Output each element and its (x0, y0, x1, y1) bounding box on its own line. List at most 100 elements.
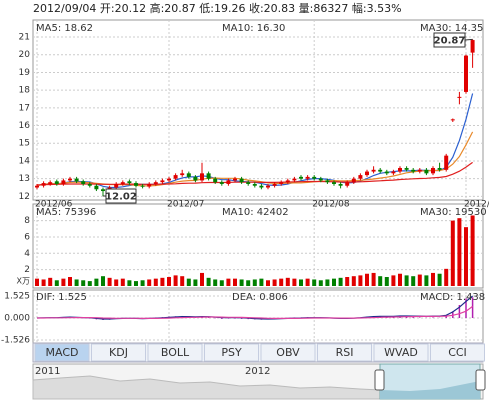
tab[interactable]: KDJ (91, 343, 146, 362)
candle-body (371, 169, 376, 172)
ma-line (37, 305, 473, 319)
callout-label: 20.87 (434, 36, 466, 47)
candle-body (391, 171, 396, 174)
candle-body (345, 182, 350, 186)
candle-body (61, 180, 66, 184)
navigator-handle[interactable] (475, 369, 486, 391)
y-tick-label: 19 (19, 68, 31, 78)
candle-body (457, 96, 462, 98)
legend-label: MA30: 14.35 (420, 23, 483, 34)
x-tick-label: 2012/06 (35, 200, 73, 210)
y-tick-label: 20 (19, 50, 31, 60)
candle-body (87, 183, 92, 186)
tab-label[interactable]: OBV (276, 346, 300, 359)
candle-body (411, 169, 416, 172)
tab-bg[interactable] (260, 343, 316, 362)
volume-bar (384, 277, 389, 286)
candle-body (404, 168, 409, 170)
tab[interactable]: MACD (34, 343, 90, 362)
legend-label: MA10: 16.30 (222, 23, 285, 34)
candle-body (299, 176, 303, 179)
legend-label: MA5: 75396 (36, 207, 96, 218)
navigator-handle[interactable] (374, 369, 385, 391)
volume-bar (318, 280, 323, 286)
volume-bar (266, 280, 270, 286)
candle-body (186, 173, 191, 177)
volume-bar (398, 273, 402, 286)
candle-body (305, 176, 310, 179)
header-text: 2012/09/04 开:20.12 高:20.87 低:19.26 收:20.… (33, 1, 402, 15)
candle-body (147, 183, 152, 187)
tab-label[interactable]: BOLL (161, 346, 190, 359)
candle-body (365, 171, 369, 176)
tab-bg[interactable] (34, 343, 90, 362)
tab[interactable]: BOLL (147, 343, 203, 362)
y-tick-label: 14 (19, 156, 31, 166)
navigator (32, 363, 486, 400)
legend-label: MA5: 18.62 (36, 23, 93, 34)
volume-bar (233, 278, 237, 286)
candle-body (74, 178, 79, 182)
tab-label[interactable]: CCI (448, 346, 467, 359)
volume-bar (299, 279, 303, 286)
y-tick-label: 21 (19, 33, 30, 43)
volume-bar (252, 279, 257, 286)
legend-label: MACD: 1.438 (420, 292, 485, 303)
candle-body (252, 183, 257, 186)
volume-bar (153, 278, 158, 286)
candle-body (101, 189, 105, 192)
candle-body (332, 182, 336, 184)
candle-body (180, 173, 185, 176)
tab-bg[interactable] (430, 343, 485, 362)
volume-bar (120, 278, 125, 286)
volume-bar (140, 280, 145, 286)
volume-bar (404, 275, 409, 286)
candle-body (259, 185, 264, 188)
candle-body (398, 168, 402, 172)
tab-bg[interactable] (204, 343, 259, 362)
volume-bar (239, 279, 244, 286)
tab-label[interactable]: MACD (46, 346, 79, 359)
y-tick-label: 0.000 (4, 313, 30, 323)
unit-label: X万 (17, 277, 30, 286)
tab-bg[interactable] (91, 343, 146, 362)
navigator-label: 2012 (245, 366, 270, 377)
tab[interactable]: OBV (260, 343, 316, 362)
tab[interactable]: PSY (204, 343, 259, 362)
navigator-selected-area (380, 381, 480, 399)
candle-body (358, 175, 363, 179)
volume-bar (365, 273, 369, 286)
volume-bar (226, 278, 231, 286)
volume-bar (279, 278, 284, 286)
tab[interactable]: CCI (430, 343, 485, 362)
candle-body (266, 185, 270, 188)
y-tick-label: 6 (24, 232, 30, 242)
tab-bg[interactable] (317, 343, 372, 362)
volume-bar (345, 277, 350, 286)
tab-bg[interactable] (147, 343, 203, 362)
candle-body (233, 178, 237, 181)
volume-bar (285, 277, 290, 286)
candle-body (41, 183, 46, 186)
candle-body (213, 178, 218, 183)
volume-bar (378, 276, 383, 286)
candle-body (160, 180, 165, 183)
candle-body (193, 176, 198, 181)
tab[interactable]: RSI (317, 343, 372, 362)
callout-label: 12.02 (105, 192, 137, 203)
tab[interactable]: WVAD (373, 343, 429, 362)
tab-label[interactable]: WVAD (384, 346, 418, 359)
volume-bar (35, 278, 39, 286)
tab-label[interactable]: RSI (336, 346, 354, 359)
candle-body (114, 183, 119, 188)
volume-bar (167, 277, 171, 286)
tab-label[interactable]: PSY (221, 346, 242, 359)
volume-bar (431, 272, 435, 286)
tab-bg[interactable] (373, 343, 429, 362)
tab-label[interactable]: KDJ (109, 346, 128, 359)
volume-panel (32, 203, 484, 289)
candle-body (450, 119, 455, 121)
volume-bar (259, 278, 264, 286)
volume-bar (437, 273, 442, 286)
candle-body (200, 173, 204, 181)
